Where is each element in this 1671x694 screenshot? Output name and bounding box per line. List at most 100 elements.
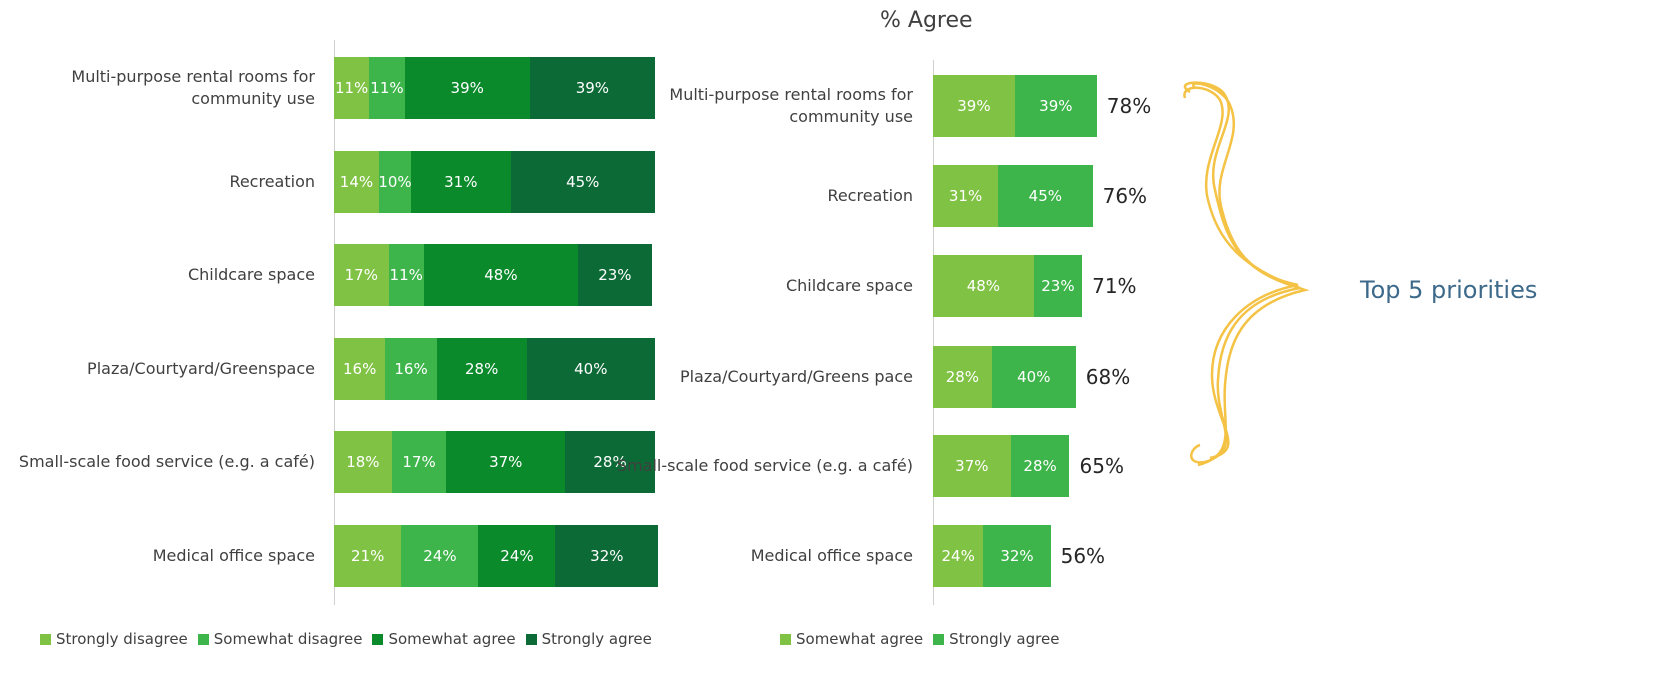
legend-label: Somewhat disagree [213, 630, 363, 648]
bar-segment [334, 244, 389, 306]
value-label: 31% [948, 187, 983, 205]
bar-segment [529, 57, 655, 119]
category-label: Medical office space [750, 546, 913, 565]
legend-swatch [40, 633, 51, 645]
value-label: 39% [1039, 97, 1073, 115]
bar-segment [555, 525, 659, 587]
axis-line [933, 60, 934, 605]
bar-segment [933, 75, 1015, 137]
value-label: 16% [394, 360, 428, 378]
value-label: 37% [955, 457, 989, 475]
value-label: 18% [346, 453, 380, 471]
value-label: 23% [1041, 277, 1075, 295]
value-label: 40% [1017, 368, 1051, 386]
category-label: Childcare space [785, 276, 913, 295]
bar-segment [334, 151, 379, 213]
value-label: 31% [444, 173, 478, 191]
value-label: 17% [402, 453, 436, 471]
value-label: 48% [966, 277, 1001, 295]
bar-segment [933, 346, 992, 408]
category-label: Recreation [827, 186, 913, 205]
total-label: 78% [1106, 94, 1152, 118]
bar-segment [565, 431, 655, 493]
brace [1183, 81, 1310, 467]
legend-label: Strongly agree [949, 630, 1060, 648]
value-label: 24% [941, 547, 975, 565]
bar-segment [401, 525, 479, 587]
legend: Somewhat agree Strongly agree [780, 630, 1069, 648]
category-label: Multi-purpose rental rooms for community… [71, 67, 315, 108]
total-label: 65% [1079, 454, 1124, 478]
value-label: 21% [351, 547, 385, 565]
legend-swatch [372, 633, 384, 645]
value-label: 28% [593, 453, 627, 471]
value-label: 32% [1000, 547, 1034, 565]
value-label: 28% [464, 360, 499, 378]
value-label: 17% [344, 266, 378, 284]
value-label: 28% [945, 368, 980, 386]
category-label: Medical office space [152, 546, 315, 565]
value-label: 39% [957, 97, 991, 115]
total-label: 56% [1060, 544, 1106, 568]
bar-segment [510, 151, 655, 213]
value-label: 45% [1028, 187, 1063, 205]
bar-segment [933, 525, 984, 587]
bar-segment [1014, 75, 1097, 137]
category-label: Small-scale food service (e.g. a café) [616, 456, 913, 475]
legend-label: Somewhat agree [796, 630, 924, 648]
bar-segment [334, 57, 370, 119]
bar-segment [385, 338, 437, 400]
value-label: 39% [450, 79, 484, 97]
category-label: Plaza/Courtyard/Greens pace [679, 367, 913, 386]
value-label: 11% [389, 266, 423, 284]
bar-segment [334, 338, 386, 400]
category-label: Multi-purpose rental rooms for community… [669, 85, 913, 126]
total-label: 68% [1085, 365, 1131, 389]
bar-segment [391, 431, 447, 493]
bar-segment [388, 244, 424, 306]
legend-label: Strongly disagree [56, 630, 188, 648]
value-label: 24% [500, 547, 534, 565]
legend: Strongly disagree Somewhat disagree Somewh… [40, 630, 662, 648]
category-label: Plaza/Courtyard/Greenspace [87, 359, 315, 378]
value-label: 45% [566, 173, 600, 191]
bar-segment [411, 151, 511, 213]
value-label: 10% [378, 173, 412, 191]
category-label: Small-scale food service (e.g. a café) [18, 452, 315, 471]
value-label: 32% [590, 547, 624, 565]
bar-segment [404, 57, 530, 119]
category-label: Childcare space [187, 265, 315, 284]
value-label: 37% [489, 453, 523, 471]
legend-swatch [197, 633, 209, 645]
value-label: 14% [339, 173, 374, 191]
bar-segment [423, 244, 578, 306]
bar-segment [933, 165, 999, 227]
bar-segment [436, 338, 527, 400]
bar-segment [478, 525, 556, 587]
legend-swatch [525, 633, 537, 645]
value-label: 23% [598, 266, 632, 284]
bar-segment [334, 525, 402, 587]
value-label: 16% [343, 360, 377, 378]
bar-segment [526, 338, 655, 400]
bar-segment [933, 435, 1011, 497]
annotation: Top 5 priorities [1360, 276, 1538, 304]
bar-segment [577, 244, 652, 306]
value-label: 39% [575, 79, 610, 97]
category-label: Recreation [229, 172, 315, 191]
axis-line [334, 40, 335, 605]
value-label: 11% [370, 79, 404, 97]
legend-label: Strongly agree [541, 630, 652, 648]
value-label: 48% [484, 266, 518, 284]
bar-segment [998, 165, 1093, 227]
bar-segment [378, 151, 412, 213]
legend-swatch [933, 633, 945, 645]
bar-segment [991, 346, 1076, 408]
legend-label: Somewhat agree [388, 630, 516, 648]
value-label: 40% [574, 360, 608, 378]
value-label: 11% [334, 79, 369, 97]
total-label: 71% [1092, 274, 1137, 298]
bar-segment [446, 431, 566, 493]
bar-segment [369, 57, 405, 119]
